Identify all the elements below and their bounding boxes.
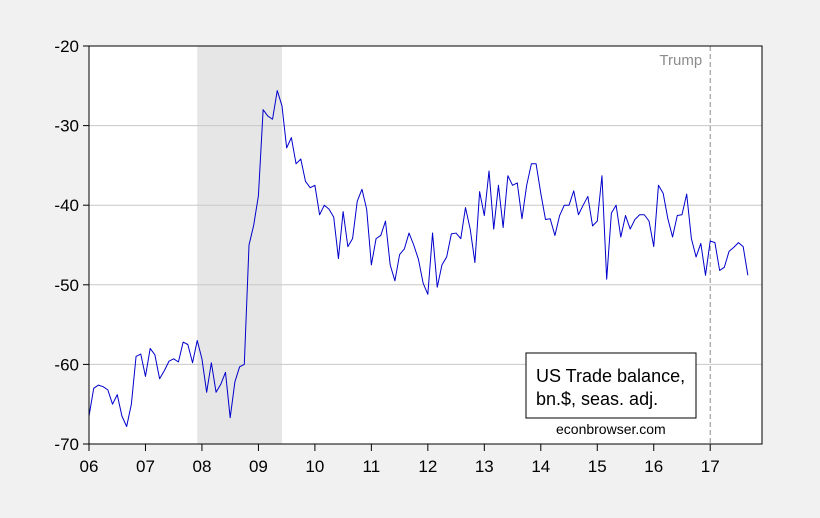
- y-tick-label: -20: [54, 37, 79, 56]
- credit-label: econbrowser.com: [556, 421, 666, 437]
- x-tick-label: 13: [475, 457, 494, 476]
- plot-border: [88, 45, 763, 445]
- x-tick-label: 07: [136, 457, 155, 476]
- legend-line-1: US Trade balance,: [536, 366, 685, 386]
- x-tick-label: 14: [531, 457, 550, 476]
- y-tick-label: -30: [54, 117, 79, 136]
- recession-shading: [197, 46, 282, 444]
- x-tick-label: 10: [305, 457, 324, 476]
- legend-line-2: bn.$, seas. adj.: [536, 389, 658, 409]
- x-tick-label: 15: [588, 457, 607, 476]
- y-tick-label: -40: [54, 196, 79, 215]
- y-tick-label: -50: [54, 276, 79, 295]
- x-tick-label: 17: [701, 457, 720, 476]
- x-tick-label: 12: [418, 457, 437, 476]
- x-axis: 06 07 08 09 10 11 12 13 14 15 16 17: [80, 444, 720, 476]
- x-tick-label: 16: [644, 457, 663, 476]
- series-line-trade-balance: [88, 90, 749, 427]
- trump-marker-label: Trump: [659, 52, 702, 69]
- legend-frame: [525, 352, 697, 419]
- x-tick-label: 09: [249, 457, 268, 476]
- legend-box: US Trade balance, bn.$, seas. adj.: [525, 352, 697, 419]
- x-tick-label: 06: [80, 457, 99, 476]
- y-tick-label: -60: [54, 355, 79, 374]
- x-tick-label: 08: [192, 457, 211, 476]
- x-tick-label: 11: [363, 457, 381, 476]
- y-tick-label: -70: [54, 435, 79, 454]
- y-axis: -20 -30 -40 -50 -60 -70: [54, 37, 89, 454]
- gridlines: [89, 125, 762, 365]
